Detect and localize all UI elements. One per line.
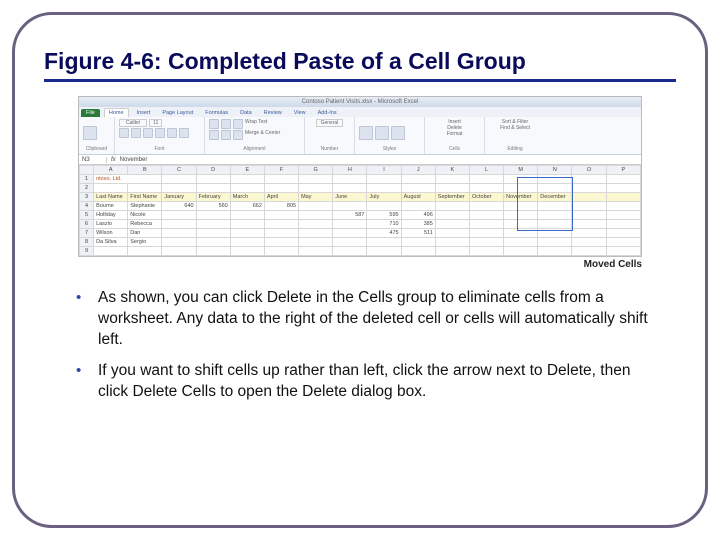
ribbon-label-font: Font: [119, 146, 200, 152]
align-top-icon[interactable]: [209, 119, 219, 129]
paste-icon[interactable]: [83, 126, 97, 140]
font-name-select[interactable]: Calibri: [119, 119, 147, 127]
ribbon-group-alignment: Wrap Text Merge & Center Alignment: [205, 117, 305, 154]
worksheet-grid[interactable]: ABCDEFGHIJKLMNOP1ntoso, Ltd.23Last NameF…: [79, 165, 641, 256]
ribbon-label-clipboard: Clipboard: [83, 146, 110, 152]
tab-file[interactable]: File: [81, 109, 100, 117]
wrap-text-button[interactable]: Wrap Text: [245, 119, 267, 129]
tab-addins[interactable]: Add-Ins: [314, 109, 341, 117]
excel-title-bar: Contoso Patient Visits.xlsx - Microsoft …: [79, 97, 641, 107]
ribbon: Clipboard Calibri 11: [79, 117, 641, 155]
ribbon-label-alignment: Alignment: [209, 146, 300, 152]
ribbon-label-cells: Cells: [429, 146, 480, 152]
ribbon-tabs: File Home Insert Page Layout Formulas Da…: [79, 107, 641, 117]
ribbon-label-styles: Styles: [359, 146, 420, 152]
tab-view[interactable]: View: [290, 109, 310, 117]
align-middle-icon[interactable]: [221, 119, 231, 129]
format-table-icon[interactable]: [375, 126, 389, 140]
ribbon-group-cells: Insert Delete Format Cells: [425, 117, 485, 154]
formula-value[interactable]: November: [120, 157, 148, 163]
bullet-item: If you want to shift cells up rather tha…: [76, 361, 652, 403]
ribbon-label-editing: Editing: [489, 146, 541, 152]
bullet-list: As shown, you can click Delete in the Ce…: [76, 288, 652, 413]
font-color-icon[interactable]: [179, 128, 189, 138]
border-icon[interactable]: [155, 128, 165, 138]
merge-center-button[interactable]: Merge & Center: [245, 130, 280, 140]
ribbon-group-number: General Number: [305, 117, 355, 154]
ribbon-group-font: Calibri 11 Font: [115, 117, 205, 154]
excel-screenshot: Contoso Patient Visits.xlsx - Microsoft …: [78, 96, 642, 257]
conditional-formatting-icon[interactable]: [359, 126, 373, 140]
name-box[interactable]: N3: [79, 157, 107, 163]
fill-color-icon[interactable]: [167, 128, 177, 138]
tab-data[interactable]: Data: [236, 109, 256, 117]
italic-icon[interactable]: [131, 128, 141, 138]
tab-review[interactable]: Review: [260, 109, 286, 117]
underline-icon[interactable]: [143, 128, 153, 138]
moved-cells-caption: Moved Cells: [78, 259, 642, 270]
tab-formulas[interactable]: Formulas: [201, 109, 232, 117]
ribbon-group-editing: Sort & Filter Find & Select Editing: [485, 117, 545, 154]
bullet-item: As shown, you can click Delete in the Ce…: [76, 288, 652, 351]
ribbon-label-number: Number: [309, 146, 350, 152]
align-left-icon[interactable]: [209, 130, 219, 140]
ribbon-group-clipboard: Clipboard: [79, 117, 115, 154]
format-button[interactable]: Format: [447, 131, 463, 137]
bold-icon[interactable]: [119, 128, 129, 138]
find-select-button[interactable]: Find & Select: [500, 125, 530, 131]
font-size-select[interactable]: 11: [149, 119, 162, 127]
align-right-icon[interactable]: [233, 130, 243, 140]
tab-home[interactable]: Home: [104, 108, 129, 117]
slide-content: Figure 4-6: Completed Paste of a Cell Gr…: [28, 28, 692, 512]
cell-styles-icon[interactable]: [391, 126, 405, 140]
tab-insert[interactable]: Insert: [133, 109, 155, 117]
tab-page-layout[interactable]: Page Layout: [158, 109, 197, 117]
fx-icon[interactable]: fx: [107, 157, 120, 163]
align-bottom-icon[interactable]: [233, 119, 243, 129]
number-format-select[interactable]: General: [316, 119, 344, 127]
formula-bar: N3 fx November: [79, 155, 641, 165]
figure-title: Figure 4-6: Completed Paste of a Cell Gr…: [44, 48, 676, 82]
align-center-icon[interactable]: [221, 130, 231, 140]
ribbon-group-styles: Styles: [355, 117, 425, 154]
